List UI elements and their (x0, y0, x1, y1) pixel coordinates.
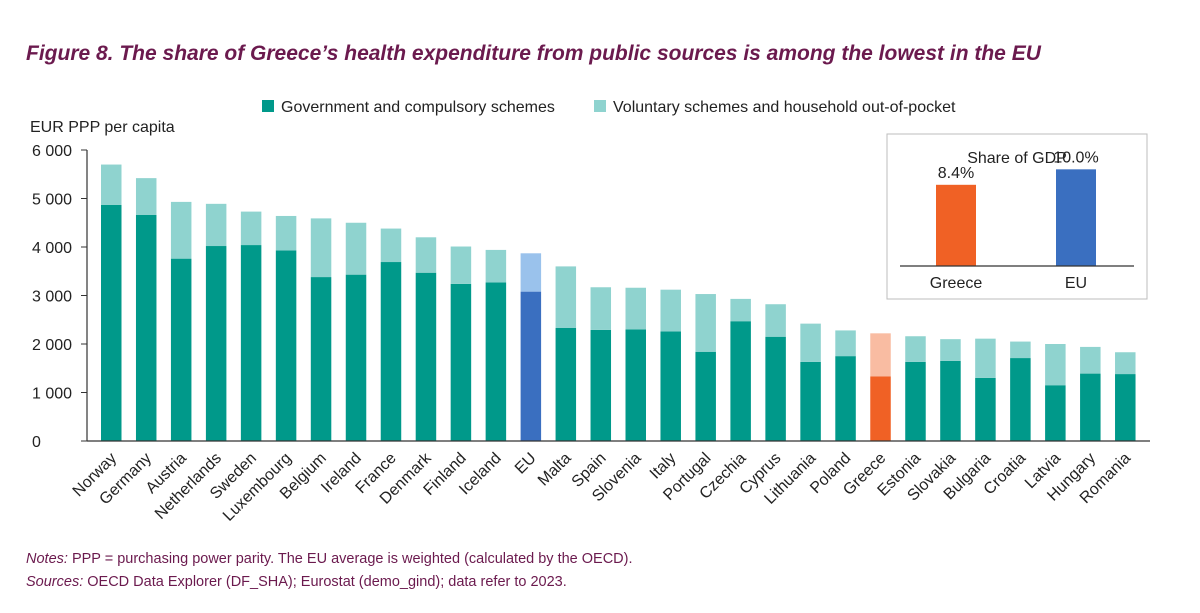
sources-line: Sources: OECD Data Explorer (DF_SHA); Eu… (26, 574, 567, 590)
bars (101, 164, 1136, 441)
bar-voluntary-slovenia (625, 287, 646, 330)
bar-voluntary-lithuania (800, 323, 821, 362)
bar-voluntary-france (380, 228, 402, 263)
y-tick-label: 4 000 (32, 240, 72, 257)
y-tick-label: 0 (32, 434, 41, 451)
bar-government-eu (520, 291, 542, 441)
inset-category-label-eu: EU (1065, 275, 1087, 292)
legend-label-voluntary: Voluntary schemes and household out-of-p… (613, 99, 956, 116)
bar-voluntary-spain (590, 287, 612, 330)
y-tick-label: 2 000 (32, 337, 72, 354)
inset-value-label-greece: 8.4% (938, 165, 974, 182)
x-tick-label-eu: EU (512, 450, 540, 478)
legend-label-government: Government and compulsory schemes (281, 99, 555, 116)
bar-voluntary-netherlands (205, 203, 227, 247)
bar-voluntary-czechia (730, 298, 751, 322)
bar-government-luxembourg (275, 250, 297, 441)
x-tick-label-malta: Malta (535, 450, 575, 490)
y-axis-ticks: 0 1 000 2 000 3 000 4 000 5 000 6 000 (32, 143, 87, 451)
bar-voluntary-austria (170, 201, 192, 259)
bar-government-slovenia (625, 329, 646, 441)
bar-voluntary-denmark (415, 237, 437, 273)
bar-government-malta (555, 327, 577, 441)
bar-voluntary-bulgaria (975, 338, 996, 378)
bar-government-austria (170, 258, 192, 441)
bar-government-hungary (1080, 373, 1101, 441)
bar-government-bulgaria (975, 377, 996, 441)
gdp-share-inset: Share of GDP 8.4% Greece 10.0% EU (886, 133, 1148, 300)
bar-government-estonia (905, 361, 926, 441)
bar-voluntary-latvia (1045, 344, 1066, 386)
bar-government-latvia (1045, 385, 1066, 441)
bar-voluntary-hungary (1080, 346, 1101, 374)
bar-voluntary-luxembourg (275, 215, 297, 251)
bar-government-greece (870, 376, 891, 441)
inset-frame (886, 133, 1148, 300)
bar-government-cyprus (765, 336, 786, 441)
bar-voluntary-greece (870, 333, 891, 377)
bar-government-denmark (415, 272, 437, 441)
x-axis-labels: NorwayGermanyAustriaNetherlandsSwedenLux… (70, 449, 1134, 525)
bar-government-finland (450, 283, 472, 441)
bar-voluntary-iceland (485, 249, 507, 283)
bar-voluntary-germany (135, 178, 157, 215)
bar-government-netherlands (205, 246, 227, 441)
inset-title: Share of GDP (967, 150, 1067, 167)
y-tick-label: 3 000 (32, 289, 72, 306)
y-tick-label: 5 000 (32, 192, 72, 209)
inset-value-label-eu: 10.0% (1053, 149, 1098, 166)
legend: Government and compulsory schemes Volunt… (262, 99, 956, 116)
notes-label: Notes: (26, 551, 68, 567)
notes-text: PPP = purchasing power parity. The EU av… (68, 551, 633, 567)
notes-line: Notes: PPP = purchasing power parity. Th… (26, 551, 633, 567)
bar-voluntary-estonia (905, 336, 926, 362)
y-tick-label: 6 000 (32, 143, 72, 160)
bar-government-belgium (310, 277, 332, 441)
bar-government-germany (135, 214, 157, 441)
bar-government-spain (590, 329, 612, 441)
bar-voluntary-sweden (240, 211, 262, 246)
bar-voluntary-croatia (1010, 341, 1031, 359)
inset-bar-greece (936, 184, 976, 266)
legend-swatch-voluntary (594, 100, 606, 112)
y-axis-label: EUR PPP per capita (30, 119, 175, 136)
bar-government-iceland (485, 282, 507, 441)
bar-government-italy (660, 331, 681, 441)
bar-voluntary-belgium (310, 218, 332, 278)
bar-voluntary-italy (660, 289, 681, 332)
bar-government-poland (835, 356, 856, 441)
bar-government-czechia (730, 321, 751, 441)
inset-category-label-greece: Greece (930, 275, 983, 292)
sources-text: OECD Data Explorer (DF_SHA); Eurostat (d… (83, 574, 567, 590)
bar-government-norway (101, 204, 122, 441)
bar-government-croatia (1010, 358, 1031, 441)
sources-label: Sources: (26, 574, 83, 590)
bar-government-sweden (240, 245, 262, 441)
bar-government-romania (1115, 374, 1136, 441)
bar-voluntary-poland (835, 330, 856, 357)
bar-voluntary-romania (1115, 352, 1136, 375)
bar-government-slovakia (940, 360, 961, 441)
y-tick-label: 1 000 (32, 386, 72, 403)
bar-voluntary-ireland (345, 222, 367, 275)
bar-voluntary-finland (450, 246, 472, 284)
bar-voluntary-eu (520, 253, 542, 292)
bar-voluntary-norway (101, 164, 122, 205)
bar-government-lithuania (800, 361, 821, 441)
bar-government-portugal (695, 351, 716, 441)
bar-government-ireland (345, 274, 367, 441)
bar-voluntary-cyprus (765, 304, 786, 337)
inset-bars: 8.4% Greece 10.0% EU (930, 149, 1099, 292)
legend-swatch-government (262, 100, 274, 112)
bar-voluntary-malta (555, 266, 577, 328)
bar-voluntary-slovakia (940, 339, 961, 361)
bar-government-france (380, 262, 402, 441)
bar-voluntary-portugal (695, 294, 716, 352)
figure-title: Figure 8. The share of Greece’s health e… (26, 42, 1042, 65)
inset-bar-eu (1056, 169, 1096, 266)
